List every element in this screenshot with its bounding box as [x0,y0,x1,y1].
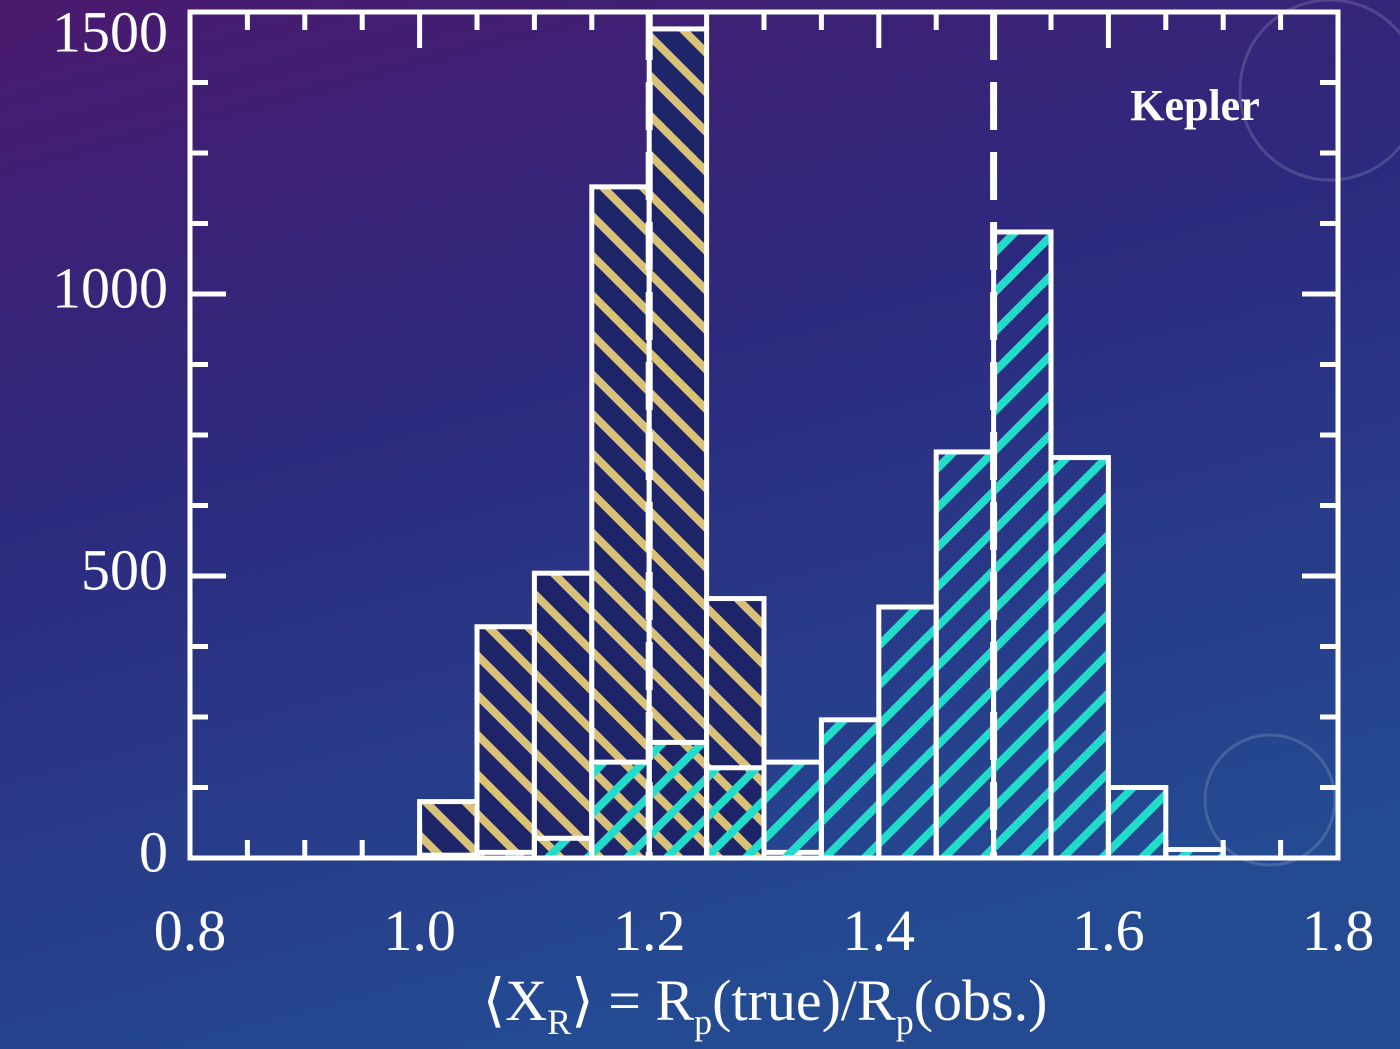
bar [649,29,706,858]
bar [534,573,591,858]
y-tick-label: 0 [139,819,168,884]
bar [592,187,649,858]
annotation: Kepler [1130,81,1260,130]
y-tick-label: 500 [81,537,168,602]
bar [1108,788,1165,859]
x-tick-label: 1.2 [613,898,686,963]
y-tick-label: 1000 [52,255,168,320]
x-label-part: ⟩ = R [571,968,694,1033]
bar [936,452,993,858]
bar [477,627,534,858]
x-label-subscript: p [694,1002,712,1042]
x-tick-label: 1.0 [383,898,456,963]
bar [592,762,649,858]
bar [994,232,1051,858]
bar [1051,458,1108,858]
x-label-subscript: R [547,1002,571,1042]
x-label-subscript: p [896,1002,914,1042]
x-label-part: ⟨X [483,968,548,1033]
y-tick-label: 1500 [52,0,168,64]
x-tick-label: 1.8 [1302,898,1375,963]
chart: Kepler ⟨XR⟩ = Rp(true)/Rp(obs.) 0.81.01.… [0,0,1400,1049]
bar [821,720,878,858]
bar [764,762,821,858]
x-label-part: (true)/R [712,968,896,1033]
page: {"chart_data": {"type": "histogram", "an… [0,0,1400,1049]
bar [534,838,591,858]
bar [420,802,477,858]
bar [879,607,936,858]
x-tick-label: 1.6 [1072,898,1145,963]
x-label-part: (obs.) [914,968,1048,1033]
x-tick-label: 1.4 [843,898,916,963]
bar [707,768,764,858]
x-tick-label: 0.8 [154,898,227,963]
bar [649,742,706,858]
